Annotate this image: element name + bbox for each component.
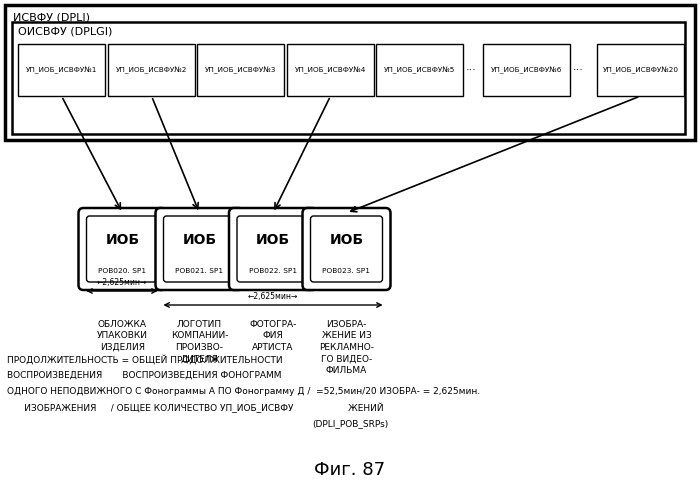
FancyBboxPatch shape [155, 208, 244, 290]
Text: УП_ИОБ_ИСВФУ№20: УП_ИОБ_ИСВФУ№20 [603, 67, 678, 73]
Text: ОБЛОЖКА
УПАКОВКИ
ИЗДЕЛИЯ: ОБЛОЖКА УПАКОВКИ ИЗДЕЛИЯ [97, 320, 148, 352]
Bar [108, 44, 195, 96]
Text: ИОБ: ИОБ [330, 233, 363, 246]
Text: УП_ИОБ_ИСВФУ№1: УП_ИОБ_ИСВФУ№1 [26, 67, 97, 73]
Text: УП_ИОБ_ИСВФУ№6: УП_ИОБ_ИСВФУ№6 [491, 67, 562, 73]
Bar [5, 5, 695, 140]
Text: POB021. SP1: POB021. SP1 [176, 268, 223, 274]
FancyBboxPatch shape [302, 208, 391, 290]
Text: POB022. SP1: POB022. SP1 [249, 268, 297, 274]
Bar [12, 22, 685, 134]
Text: ···: ··· [573, 65, 584, 75]
Text: ···: ··· [466, 65, 477, 75]
Text: ВОСПРОИЗВЕДЕНИЯ       ВОСПРОИЗВЕДЕНИЯ ФОНОГРАММ: ВОСПРОИЗВЕДЕНИЯ ВОСПРОИЗВЕДЕНИЯ ФОНОГРАМ… [7, 371, 281, 380]
Text: ЛОГОТИП
КОМПАНИИ-
ПРОИЗВО-
ДИТЕЛЯ: ЛОГОТИП КОМПАНИИ- ПРОИЗВО- ДИТЕЛЯ [171, 320, 228, 363]
FancyBboxPatch shape [164, 216, 235, 282]
Bar [483, 44, 570, 96]
Text: ИЗОБРАЖЕНИЯ     / ОБЩЕЕ КОЛИЧЕСТВО УП_ИОБ_ИСВФУ                   ЖЕНИЙ: ИЗОБРАЖЕНИЯ / ОБЩЕЕ КОЛИЧЕСТВО УП_ИОБ_ИС… [7, 403, 384, 413]
Text: POB023. SP1: POB023. SP1 [323, 268, 370, 274]
Text: ИОБ: ИОБ [256, 233, 290, 246]
Bar [197, 44, 284, 96]
Text: ИОБ: ИОБ [183, 233, 216, 246]
Text: ←2,625мин→: ←2,625мин→ [248, 292, 298, 301]
Text: ОИСВФУ (DPLGI): ОИСВФУ (DPLGI) [18, 27, 113, 37]
Text: УП_ИОБ_ИСВФУ№3: УП_ИОБ_ИСВФУ№3 [205, 67, 276, 73]
Bar [597, 44, 684, 96]
Text: УП_ИОБ_ИСВФУ№4: УП_ИОБ_ИСВФУ№4 [295, 67, 366, 73]
FancyBboxPatch shape [87, 216, 158, 282]
Text: ФОТОГРА-
ФИЯ
АРТИСТА: ФОТОГРА- ФИЯ АРТИСТА [249, 320, 297, 352]
Bar [18, 44, 105, 96]
FancyBboxPatch shape [237, 216, 309, 282]
Text: ОДНОГО НЕПОДВИЖНОГО С Фонограммы А ПО Фонограмму Д /  =52,5мин/20 ИЗОБРА- = 2,62: ОДНОГО НЕПОДВИЖНОГО С Фонограммы А ПО Фо… [7, 387, 480, 396]
Text: ИЗОБРА-
ЖЕНИЕ ИЗ
РЕКЛАМНО-
ГО ВИДЕО-
ФИЛЬМА: ИЗОБРА- ЖЕНИЕ ИЗ РЕКЛАМНО- ГО ВИДЕО- ФИЛ… [319, 320, 374, 375]
FancyBboxPatch shape [229, 208, 317, 290]
Bar [287, 44, 374, 96]
Text: ПРОДОЛЖИТЕЛЬНОСТЬ = ОБЩЕЙ ПРОДОЛЖИТЕЛЬНОСТИ: ПРОДОЛЖИТЕЛЬНОСТЬ = ОБЩЕЙ ПРОДОЛЖИТЕЛЬНО… [7, 355, 283, 365]
Text: Фиг. 87: Фиг. 87 [314, 461, 386, 479]
Text: ИСВФУ (DPLI): ИСВФУ (DPLI) [13, 13, 90, 23]
Bar [376, 44, 463, 96]
Text: УП_ИОБ_ИСВФУ№2: УП_ИОБ_ИСВФУ№2 [116, 67, 187, 73]
Text: (DPLI_POB_SRPs): (DPLI_POB_SRPs) [312, 419, 388, 428]
Text: ИОБ: ИОБ [106, 233, 139, 246]
FancyBboxPatch shape [78, 208, 167, 290]
Text: ←2,625мин→: ←2,625мин→ [97, 278, 147, 287]
Text: УП_ИОБ_ИСВФУ№5: УП_ИОБ_ИСВФУ№5 [384, 67, 455, 73]
FancyBboxPatch shape [311, 216, 382, 282]
Text: POB020. SP1: POB020. SP1 [99, 268, 146, 274]
